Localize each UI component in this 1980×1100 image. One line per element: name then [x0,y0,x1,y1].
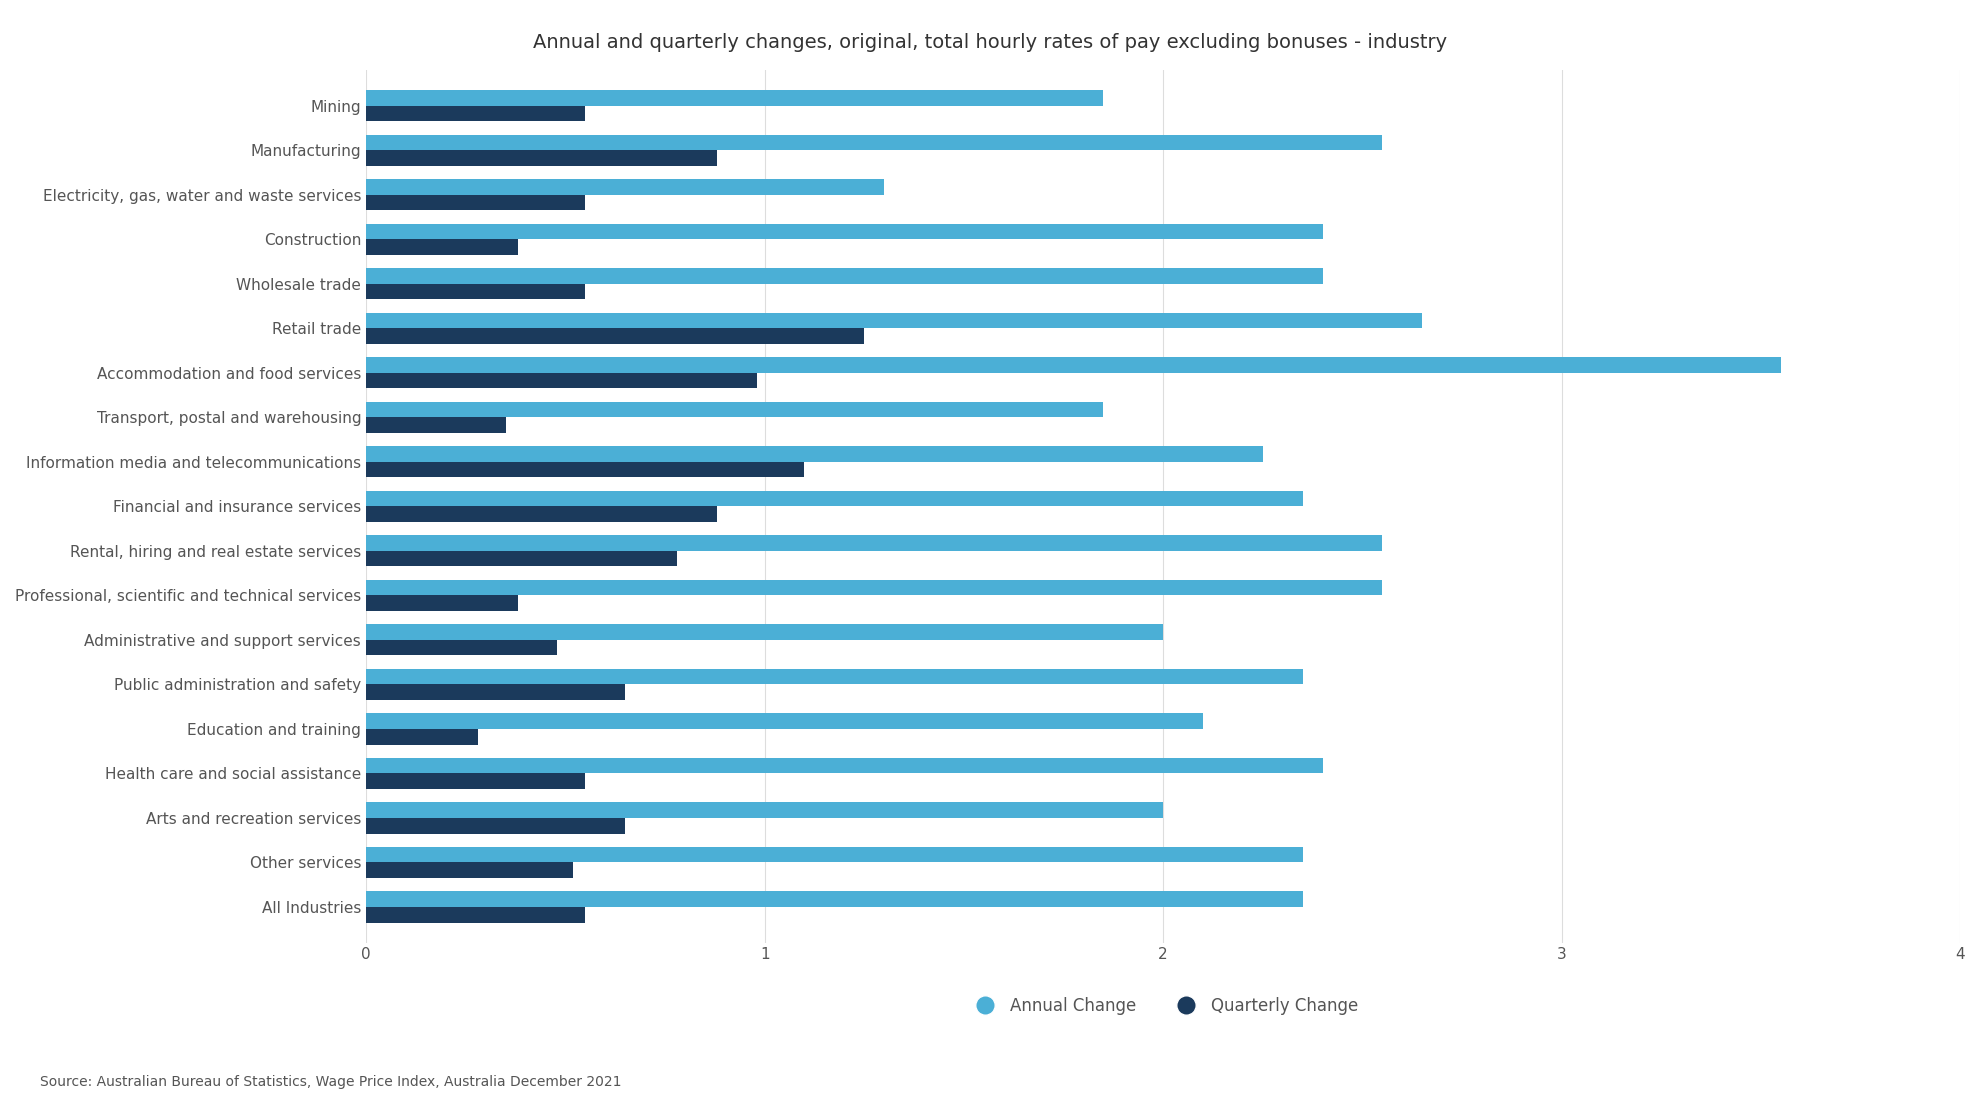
Bar [366,640,558,656]
Bar [366,729,477,745]
Bar [366,595,517,610]
Bar [366,90,1103,106]
Bar [366,462,804,477]
Bar [366,150,717,166]
Bar [366,284,586,299]
Bar [366,417,505,433]
Legend: Annual Change, Quarterly Change: Annual Change, Quarterly Change [962,990,1364,1022]
Bar [366,358,1780,373]
Bar [366,891,1303,908]
Bar [366,551,677,566]
Bar [366,134,1382,150]
Bar [366,402,1103,417]
Bar [366,713,1204,729]
Bar [366,506,717,521]
Bar [366,106,586,121]
Bar [366,536,1382,551]
Bar [366,684,626,700]
Bar [366,862,574,878]
Bar [366,908,586,923]
Bar [366,818,626,834]
Bar [366,669,1303,684]
Bar [366,580,1382,595]
Text: Annual and quarterly changes, original, total hourly rates of pay excluding bonu: Annual and quarterly changes, original, … [533,33,1447,52]
Bar [366,312,1422,328]
Bar [366,328,863,344]
Bar [366,802,1162,818]
Bar [366,773,586,789]
Bar [366,223,1323,239]
Bar [366,268,1323,284]
Text: Source: Australian Bureau of Statistics, Wage Price Index, Australia December 20: Source: Australian Bureau of Statistics,… [40,1075,622,1089]
Bar [366,373,756,388]
Bar [366,625,1162,640]
Bar [366,491,1303,506]
Bar [366,447,1263,462]
Bar [366,179,885,195]
Bar [366,758,1323,773]
Bar [366,847,1303,862]
Bar [366,195,586,210]
Bar [366,239,517,255]
